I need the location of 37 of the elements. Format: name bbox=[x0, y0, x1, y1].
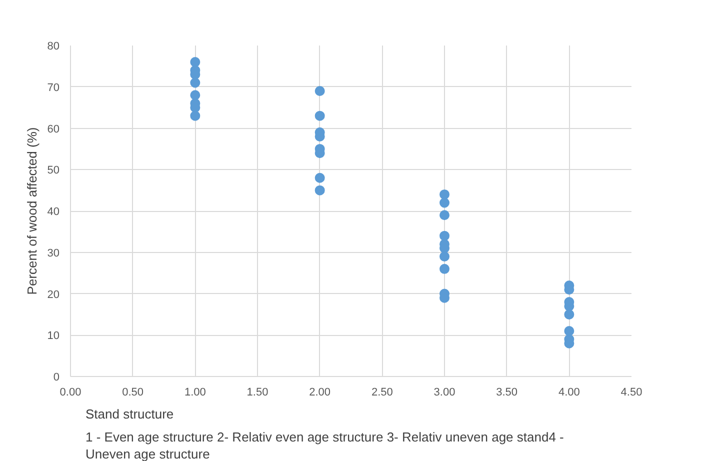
x-tick-label: 0.50 bbox=[122, 386, 144, 398]
point bbox=[314, 172, 325, 183]
point bbox=[314, 86, 325, 96]
y-tick-label: 60 bbox=[47, 123, 60, 136]
point bbox=[314, 185, 325, 196]
point bbox=[190, 78, 200, 88]
point bbox=[190, 110, 200, 121]
x-tick-label: 3.00 bbox=[434, 386, 456, 398]
y-tick-label: 30 bbox=[47, 247, 60, 260]
x-tick-label: 2.50 bbox=[371, 386, 393, 398]
x-tick-label: 0.00 bbox=[60, 386, 82, 398]
y-tick-label: 80 bbox=[47, 40, 60, 52]
point bbox=[314, 110, 325, 121]
x-tick-label: 1.00 bbox=[184, 386, 206, 398]
point bbox=[440, 264, 450, 274]
point bbox=[440, 210, 450, 220]
x-tick-label: 4.50 bbox=[620, 386, 642, 398]
y-axis-title: Percent of wood affected (%) bbox=[24, 127, 40, 295]
point bbox=[190, 57, 200, 68]
point bbox=[190, 90, 200, 100]
x-axis-title: Stand structure 1 - Even age structure 2- Relativ even age structure 3- Relativ uneven age stand4 - Uneven age structure bbox=[86, 406, 564, 461]
point bbox=[564, 326, 574, 336]
point bbox=[440, 198, 450, 208]
point bbox=[440, 230, 450, 241]
x-tick-label: 3.50 bbox=[496, 386, 518, 398]
point bbox=[440, 252, 450, 262]
y-tick-label: 10 bbox=[47, 330, 60, 342]
y-tick-label: 70 bbox=[47, 82, 60, 94]
point bbox=[440, 189, 450, 200]
y-tick-label: 50 bbox=[47, 164, 60, 177]
y-tick-label: 40 bbox=[47, 206, 60, 218]
x-tick-label: 2.00 bbox=[309, 386, 331, 398]
x-tick-label: 4.00 bbox=[558, 386, 580, 398]
x-tick-label: 1.50 bbox=[246, 386, 268, 398]
y-tick-label: 0 bbox=[53, 372, 60, 384]
y-tick-label: 20 bbox=[47, 288, 60, 301]
point bbox=[564, 309, 574, 320]
